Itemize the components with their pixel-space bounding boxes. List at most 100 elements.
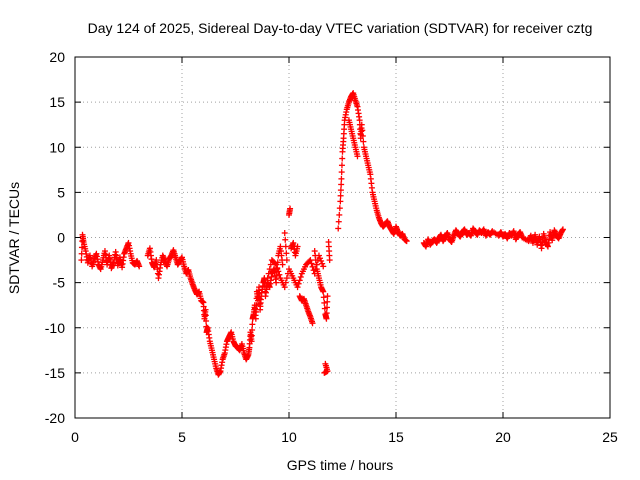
- data-point-fill: [274, 264, 281, 271]
- data-point-fill: [323, 304, 330, 311]
- data-point: [256, 284, 263, 291]
- data-point-fill: [336, 205, 343, 212]
- data-point: [248, 338, 255, 345]
- data-point: [337, 198, 344, 205]
- data-point-fill: [324, 298, 331, 305]
- data-point: [264, 275, 271, 282]
- data-point-fill: [253, 302, 260, 309]
- data-point-fill: [282, 279, 289, 286]
- data-point-fill: [283, 250, 290, 257]
- data-points: [78, 90, 566, 378]
- data-point: [358, 121, 365, 128]
- y-tick-label: -15: [45, 365, 65, 381]
- data-point: [320, 263, 327, 270]
- data-point-fill: [312, 266, 319, 273]
- data-point-fill: [335, 218, 342, 225]
- data-point-fill: [338, 162, 345, 169]
- data-point: [307, 257, 314, 264]
- data-point-fill: [248, 332, 255, 339]
- data-point: [323, 315, 330, 322]
- data-point-fill: [282, 236, 289, 243]
- data-point-fill: [249, 327, 256, 334]
- y-tick-label: 10: [49, 139, 65, 155]
- data-point: [559, 226, 566, 233]
- data-point: [320, 288, 327, 295]
- data-point-fill: [202, 312, 209, 319]
- data-point: [252, 315, 259, 322]
- data-point: [338, 175, 345, 182]
- data-point: [78, 257, 85, 264]
- data-point: [311, 270, 318, 277]
- data-point: [202, 306, 209, 313]
- data-point: [354, 153, 361, 160]
- data-point-fill: [336, 211, 343, 218]
- data-point: [273, 261, 280, 268]
- data-point-fill: [318, 257, 325, 264]
- data-point-fill: [320, 294, 327, 301]
- x-tick-label: 20: [495, 429, 511, 445]
- x-tick-labels: 0 5 10 15 20 25: [71, 429, 618, 445]
- data-point-fill: [359, 127, 366, 134]
- y-tick-label: 5: [57, 184, 65, 200]
- data-point: [136, 263, 143, 270]
- data-point-fill: [337, 187, 344, 194]
- data-point-fill: [267, 261, 274, 268]
- data-point-fill: [317, 255, 324, 262]
- data-point-fill: [313, 261, 320, 268]
- data-point: [324, 293, 331, 300]
- data-point-fill: [266, 266, 273, 273]
- data-point: [273, 279, 280, 286]
- data-point-fill: [282, 243, 289, 250]
- x-tick-label: 25: [602, 429, 618, 445]
- data-point-fill: [337, 192, 344, 199]
- x-axis-label: GPS time / hours: [287, 457, 394, 473]
- x-tick-label: 10: [281, 429, 297, 445]
- y-tick-label: 15: [49, 94, 65, 110]
- data-point-fill: [273, 272, 280, 279]
- data-point: [403, 238, 410, 245]
- y-tick-label: -5: [53, 275, 66, 291]
- data-point: [283, 257, 290, 264]
- data-point-fill: [323, 310, 330, 317]
- y-tick-label: 20: [49, 49, 65, 65]
- data-point-fill: [309, 263, 316, 270]
- x-tick-label: 5: [178, 429, 186, 445]
- y-axis-label: SDTVAR / TECUs: [6, 182, 22, 294]
- y-tick-label: -20: [45, 410, 65, 426]
- data-point: [309, 320, 316, 327]
- data-point-fill: [360, 138, 367, 145]
- data-point: [315, 252, 322, 259]
- data-point: [281, 284, 288, 291]
- data-point-fill: [276, 271, 283, 278]
- data-point: [321, 369, 328, 376]
- x-tick-label: 0: [71, 429, 79, 445]
- data-point-fill: [78, 244, 85, 251]
- data-point: [287, 205, 294, 212]
- data-point: [294, 284, 301, 291]
- data-point-fill: [319, 260, 326, 267]
- data-point: [281, 229, 288, 236]
- chart-title: Day 124 of 2025, Sidereal Day-to-day VTE…: [88, 20, 593, 36]
- y-tick-label: 0: [57, 230, 65, 246]
- data-point-fill: [297, 273, 304, 280]
- y-tick-label: -10: [45, 320, 65, 336]
- data-point-fill: [338, 181, 345, 188]
- data-point-fill: [203, 317, 210, 324]
- data-point-fill: [272, 260, 279, 267]
- data-point-fill: [275, 268, 282, 275]
- data-point: [279, 261, 286, 268]
- data-point-fill: [321, 299, 328, 306]
- data-point-fill: [283, 275, 290, 282]
- data-point-fill: [339, 155, 346, 162]
- data-point-fill: [295, 280, 302, 287]
- data-point: [294, 243, 301, 250]
- data-point-fill: [296, 277, 303, 284]
- y-tick-labels: -20 -15 -10 -5 0 5 10 15 20: [45, 49, 65, 426]
- data-point: [326, 257, 333, 264]
- data-point-fill: [308, 260, 315, 267]
- x-tick-label: 15: [388, 429, 404, 445]
- data-point-fill: [359, 132, 366, 139]
- data-point-fill: [253, 308, 260, 315]
- axis-ticks: [74, 56, 611, 419]
